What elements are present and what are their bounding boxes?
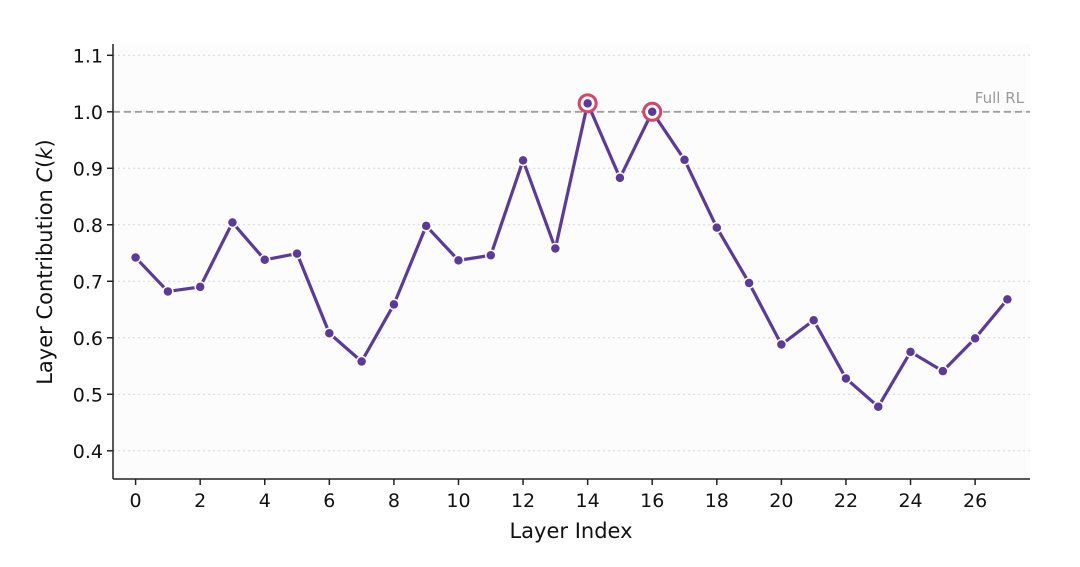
y-axis-title-prefix: Layer Contribution [33, 182, 57, 384]
data-point [355, 355, 368, 368]
data-point [162, 285, 174, 298]
y-tick-label: 0.8 [73, 215, 103, 237]
y-axis-title: Layer Contribution C(k) [33, 139, 57, 385]
x-tick-label: 18 [705, 490, 729, 512]
data-point [323, 327, 336, 339]
data-point [129, 251, 142, 264]
x-tick-label: 6 [323, 490, 335, 512]
data-point [646, 106, 658, 118]
y-tick-label: 0.9 [73, 158, 103, 180]
data-point [194, 281, 206, 293]
y-axis-title-paren-open: ( [33, 160, 57, 168]
data-point [388, 298, 400, 311]
data-point [775, 338, 788, 351]
y-axis-title-var: C [33, 167, 57, 182]
data-point [872, 400, 884, 413]
y-tick-label: 1.1 [73, 45, 103, 67]
y-ticks: 0.4 0.5 0.6 0.7 0.8 0.9 1.0 1.1 [73, 45, 113, 463]
reference-line-group: Full RL [113, 89, 1030, 113]
data-point [259, 254, 271, 266]
x-tick-label: 22 [834, 490, 858, 512]
x-tick-label: 0 [130, 490, 142, 512]
data-point [937, 365, 949, 377]
data-point [517, 154, 529, 167]
data-point [840, 372, 852, 385]
data-point [969, 332, 981, 345]
y-tick-label: 0.7 [73, 271, 103, 293]
data-point [614, 172, 626, 184]
data-point [452, 254, 465, 267]
data-point [1001, 293, 1014, 306]
y-tick-label: 0.6 [73, 328, 103, 350]
data-point [807, 314, 820, 327]
axes [112, 44, 1030, 480]
x-tick-label: 20 [769, 490, 793, 512]
x-tick-label: 14 [576, 490, 600, 512]
series-line [134, 101, 1010, 409]
y-axis-title-arg: k [33, 147, 57, 160]
x-tick-label: 2 [194, 490, 206, 512]
data-point [226, 216, 239, 229]
x-tick-label: 12 [511, 490, 535, 512]
y-tick-label: 0.5 [73, 384, 103, 406]
x-axis-title: Layer Index [509, 519, 632, 543]
data-point [711, 221, 723, 234]
x-tick-label: 10 [446, 490, 470, 512]
data-point [291, 247, 303, 260]
x-tick-label: 26 [963, 490, 987, 512]
data-point [581, 97, 594, 110]
data-point [549, 242, 562, 255]
x-tick-label: 4 [259, 490, 271, 512]
x-tick-label: 16 [640, 490, 664, 512]
series [129, 93, 1014, 413]
y-tick-label: 1.0 [73, 102, 103, 124]
data-point [678, 154, 691, 166]
x-tick-label: 24 [898, 490, 922, 512]
data-point [743, 277, 755, 289]
data-point [420, 220, 432, 232]
data-point [485, 249, 497, 262]
full-rl-label: Full RL [975, 89, 1025, 107]
plot-background [113, 44, 1030, 479]
x-tick-label: 8 [388, 490, 400, 512]
data-point [904, 346, 917, 358]
y-tick-label: 0.4 [73, 441, 103, 463]
x-ticks: 0 2 4 6 8 10 12 14 16 18 20 22 24 26 [130, 479, 987, 512]
y-axis-title-paren-close: ) [33, 139, 57, 147]
